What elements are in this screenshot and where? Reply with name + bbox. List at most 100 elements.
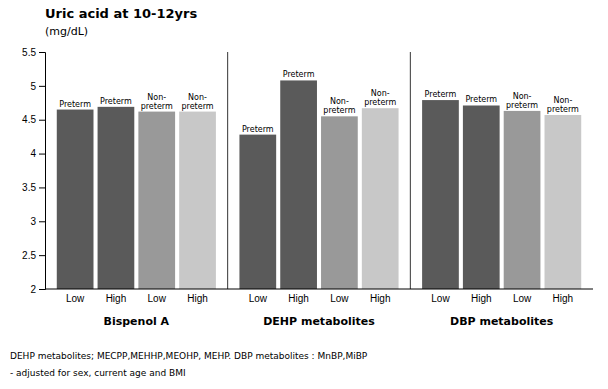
bar-annotation: Non-preterm	[323, 97, 355, 115]
bar	[57, 110, 94, 289]
x-tick: High	[471, 289, 492, 304]
bar-annotation: Non-preterm	[547, 96, 579, 114]
bar	[321, 116, 358, 289]
x-tick-label: Low	[330, 293, 349, 304]
x-tick: Low	[330, 289, 349, 304]
bar	[98, 107, 135, 289]
y-tick: 5.5	[22, 47, 45, 58]
x-tick-label: High	[553, 293, 574, 304]
x-tick: Low	[513, 289, 532, 304]
y-tick: 4	[30, 148, 45, 159]
bar-annotation-line: Preterm	[59, 100, 91, 109]
bar-annotation-line: Preterm	[100, 97, 132, 106]
y-tick-label: 3.5	[22, 182, 36, 193]
group-divider	[410, 52, 411, 289]
bar-annotation: Preterm	[465, 95, 497, 104]
x-tick: High	[370, 289, 391, 304]
bars	[57, 52, 581, 289]
bar-annotation: Non-preterm	[141, 93, 173, 111]
group-divider	[227, 52, 228, 289]
x-tick-label: Low	[513, 293, 532, 304]
plot: 2 2.5 3 3.5 4 4.5 5 5.5 Preterm Preterm Non-preter…	[22, 47, 593, 328]
bar	[545, 115, 582, 289]
bar-annotation: Preterm	[425, 90, 457, 99]
bar-annotation: Non-preterm	[364, 89, 396, 107]
x-axis: Low High Low High	[249, 289, 391, 304]
bar	[179, 112, 216, 289]
bar-annotation-line: Non-	[553, 96, 572, 105]
y-axis-label: (mg/dL)	[45, 25, 88, 38]
x-tick-label: Low	[148, 293, 167, 304]
y-tick-label: 2.5	[22, 250, 36, 261]
x-tick: Low	[431, 289, 450, 304]
bar	[463, 105, 500, 289]
bar-annotation-line: Non-	[371, 89, 390, 98]
bar-annotation: Preterm	[100, 97, 132, 106]
bar	[280, 80, 317, 289]
bar	[422, 100, 459, 289]
x-tick-label: High	[106, 293, 127, 304]
x-tick-label: High	[187, 293, 208, 304]
bar-annotation-line: Non-	[330, 97, 349, 106]
y-tick-mark	[39, 289, 45, 290]
y-tick: 3.5	[22, 182, 45, 193]
y-tick-label: 4.5	[22, 114, 36, 125]
group-label: DEHP metabolites	[263, 315, 375, 328]
x-tick: High	[288, 289, 309, 304]
x-tick-label: High	[370, 293, 391, 304]
bar	[239, 135, 276, 289]
x-axis: Low High Low High	[431, 289, 573, 304]
bar	[362, 108, 399, 289]
bar-annotation: Non-preterm	[506, 92, 538, 110]
y-tick: 2.5	[22, 250, 45, 261]
x-tick-label: High	[471, 293, 492, 304]
footnote: DEHP metabolites; MECPP,MEHHP,MEOHP, MEH…	[10, 351, 368, 361]
y-tick-label: 5	[30, 81, 36, 92]
y-tick-mark	[39, 86, 45, 87]
bar-annotations: PretermPretermNon-pretermNon-pretermPret…	[59, 70, 579, 133]
bar-annotation-line: Non-	[188, 93, 207, 102]
x-tick: Low	[66, 289, 85, 304]
x-tick: High	[187, 289, 208, 304]
bar-annotation-line: Non-	[147, 93, 166, 102]
x-tick-label: High	[288, 293, 309, 304]
y-tick: 4.5	[22, 114, 45, 125]
y-tick: 2	[30, 284, 45, 295]
chart-svg: Uric acid at 10-12yrs(mg/dL)22.533.544.5…	[0, 0, 608, 389]
y-tick-mark	[39, 187, 45, 188]
bar-annotation: Preterm	[242, 125, 274, 134]
bar-annotation-line: Preterm	[242, 125, 274, 134]
x-tick-label: Low	[249, 293, 268, 304]
x-tick: Low	[249, 289, 268, 304]
x-axis-line	[45, 289, 593, 290]
bar-annotation: Preterm	[283, 70, 315, 79]
bar-annotation-line: preterm	[181, 102, 213, 111]
x-tick: High	[553, 289, 574, 304]
x-axis: Low High Low High	[66, 289, 208, 304]
y-axis-line	[39, 53, 46, 290]
bar	[504, 111, 541, 289]
y-tick-mark	[39, 52, 45, 53]
y-tick-mark	[39, 120, 45, 121]
bar-annotation-line: preterm	[323, 106, 355, 115]
bar-annotation: Preterm	[59, 100, 91, 109]
chart-container: Uric acid at 10-12yrs(mg/dL)22.533.544.5…	[0, 0, 608, 389]
x-tick: Low	[148, 289, 167, 304]
y-tick: 3	[30, 216, 45, 227]
bar-annotation-line: preterm	[506, 101, 538, 110]
group-label: DBP metabolites	[450, 315, 554, 328]
y-tick-mark	[39, 154, 45, 155]
x-tick-label: Low	[66, 293, 85, 304]
bar-annotation-line: preterm	[141, 102, 173, 111]
bar-annotation-line: preterm	[364, 98, 396, 107]
x-tick-label: Low	[431, 293, 450, 304]
y-axis: 2 2.5 3 3.5 4 4.5 5 5.5	[22, 47, 45, 295]
bar	[138, 112, 175, 289]
y-tick-label: 4	[30, 148, 36, 159]
bar-annotation: Non-preterm	[181, 93, 213, 111]
bar-annotation-line: Non-	[513, 92, 532, 101]
bar-annotation-line: Preterm	[425, 90, 457, 99]
y-tick-label: 2	[30, 284, 36, 295]
y-tick-label: 3	[30, 216, 36, 227]
y-tick-mark	[39, 221, 45, 222]
